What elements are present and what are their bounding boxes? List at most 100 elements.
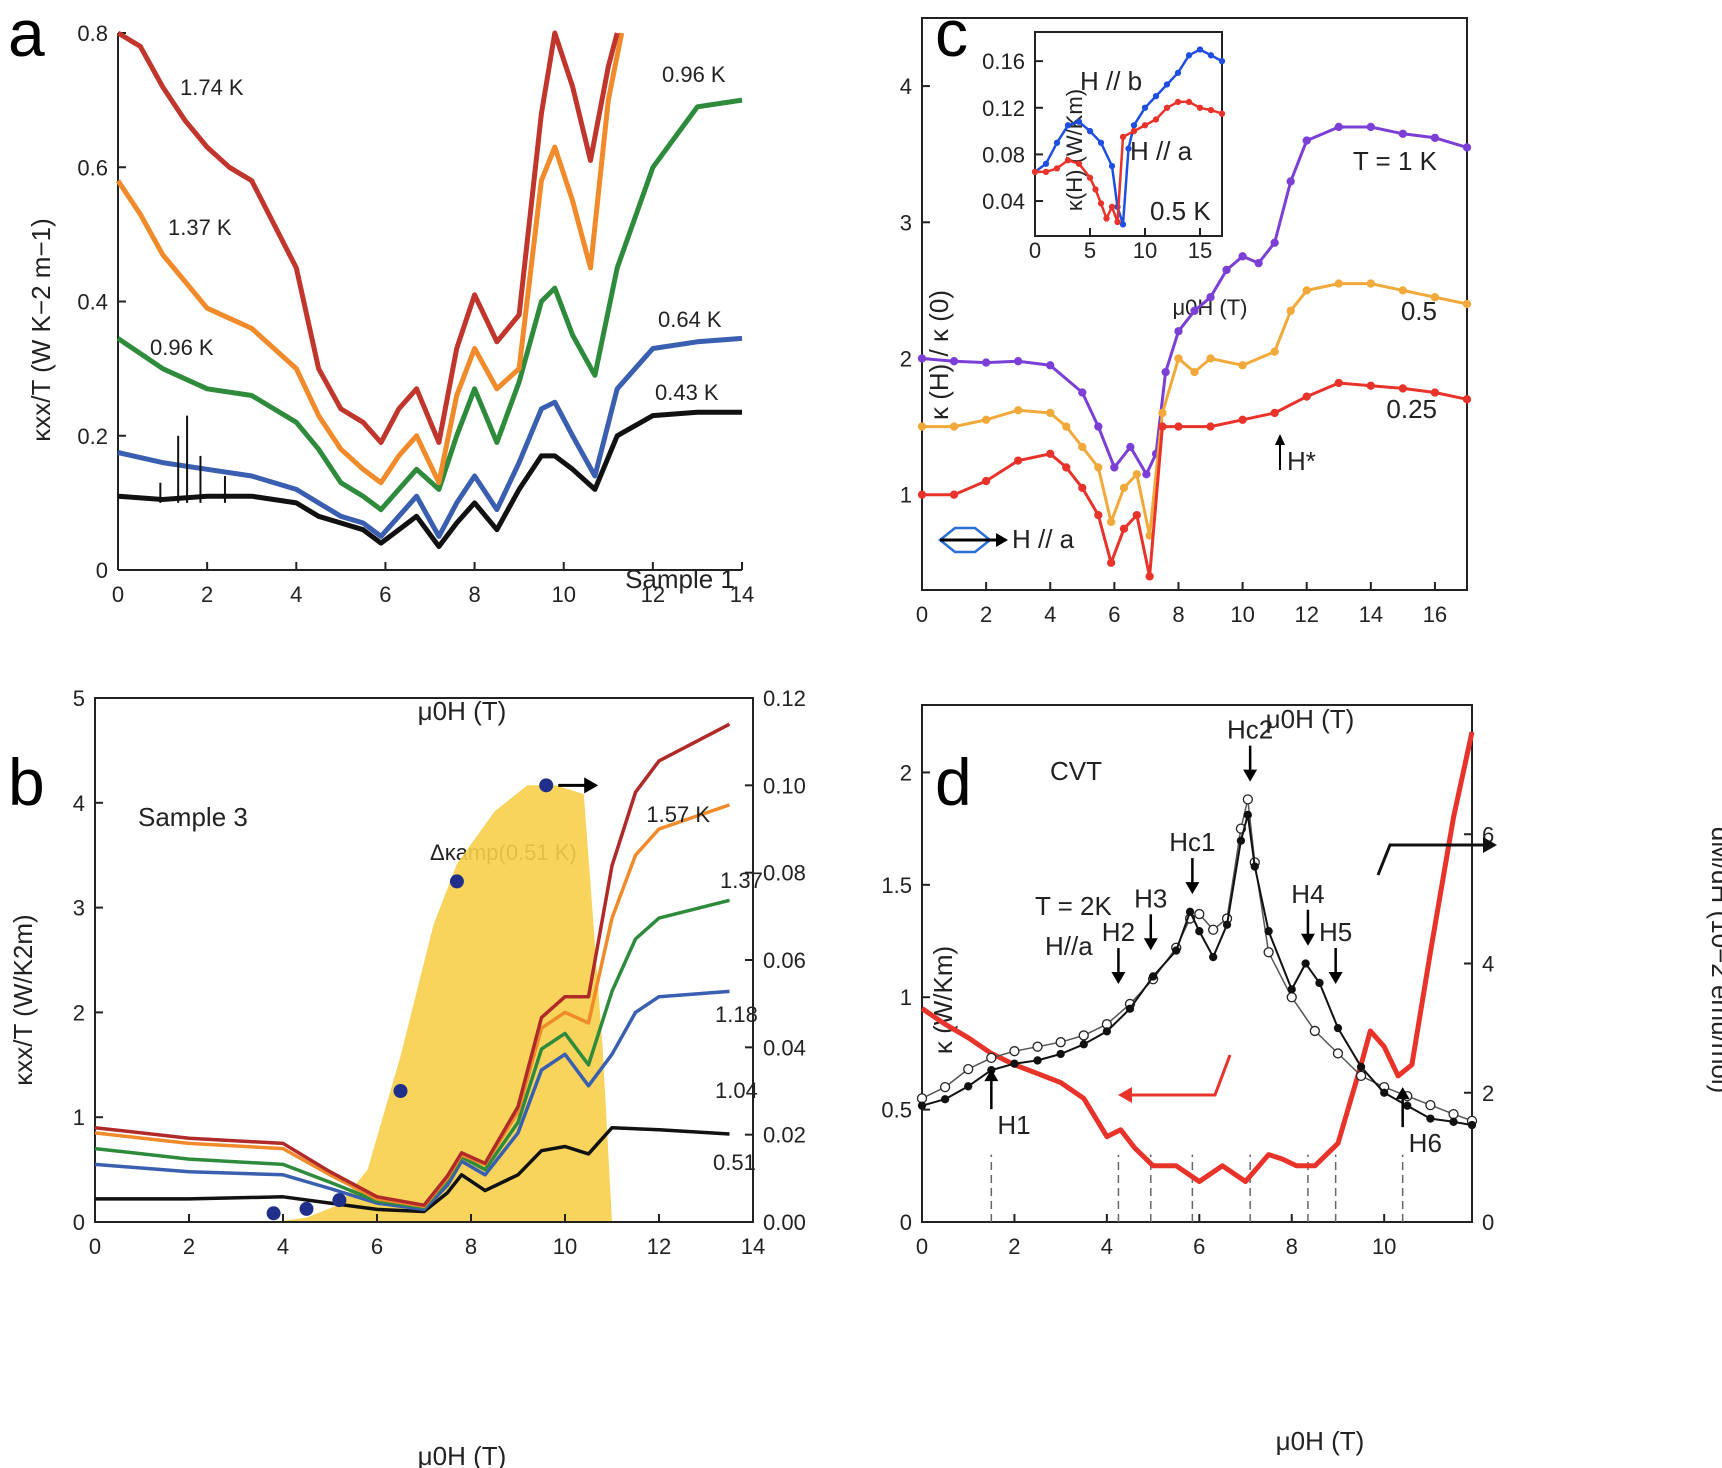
panel-d-filled-point <box>1243 810 1252 820</box>
panel-d-xtick-label: 8 <box>1286 1234 1298 1259</box>
panel-c-label-025: 0.25 <box>1386 394 1437 424</box>
panel-d-ylabel: κ (W/Km) <box>928 946 958 1054</box>
panel-d-filled-point <box>1125 1004 1135 1013</box>
panel-c-inset-ytick-label: 0.04 <box>982 189 1025 214</box>
panel-a-series-174K <box>116 30 620 445</box>
panel-c-point <box>1106 517 1116 527</box>
panel-c-xtick-label: 14 <box>1359 602 1383 627</box>
panel-a-ylabel: κxx/T (W K−2 m−1) <box>26 218 56 441</box>
panel-b-amp-point <box>539 778 554 793</box>
panel-c-inset-temp: 0.5 K <box>1150 196 1211 226</box>
panel-c-point <box>1062 422 1071 431</box>
panel-d-filled-point <box>1356 1062 1366 1072</box>
panel-b-amp-shading <box>273 785 612 1222</box>
panel-c-inset-point <box>1185 52 1193 59</box>
panel-c-inset-point <box>1163 81 1171 88</box>
panel-c-inset-xtick-label: 5 <box>1084 238 1096 263</box>
panel-c-point <box>1302 392 1311 401</box>
panel-c-point <box>917 354 927 363</box>
panel-c-xtick-label: 6 <box>1108 602 1120 627</box>
panel-c-inset-xtick-label: 10 <box>1133 238 1157 263</box>
panel-d-open-point <box>1242 794 1253 805</box>
panel-c-inset-xtick-label: 0 <box>1029 238 1041 263</box>
panel-c-point <box>1206 354 1215 363</box>
panel-c-point <box>949 490 959 499</box>
panel-c-point <box>1366 279 1375 288</box>
panel-d-direction-label: H//a <box>1045 931 1093 961</box>
panel-c-xtick-label: 8 <box>1172 602 1184 627</box>
panel-c-point <box>1254 258 1263 268</box>
panel-c-inset-point <box>1042 160 1050 167</box>
panel-c-point <box>1238 361 1247 370</box>
panel-d-filled-point <box>1195 927 1204 936</box>
panel-a-xtick-label: 10 <box>551 582 575 607</box>
panel-c-point <box>1046 449 1055 458</box>
panel-b-amp-point <box>393 1084 408 1098</box>
panel-label-a: a <box>8 0 45 70</box>
panel-a-xtick-label: 4 <box>290 582 302 607</box>
panel-c-inset-point <box>1125 145 1132 152</box>
panel-c-field-arrowhead <box>996 533 1008 547</box>
panel-d-open-point <box>1286 992 1297 1003</box>
panel-d-ytick-label: 2 <box>900 760 912 785</box>
panel-b-amp-point <box>266 1206 281 1221</box>
panel-c-point <box>1302 136 1311 145</box>
panel-a-ytick-label: 0.8 <box>77 21 108 46</box>
panel-c-point <box>1014 406 1023 415</box>
panel-d-marker-label: H3 <box>1134 883 1167 913</box>
panel-c-xlabel: μ0H (T) <box>1266 704 1355 734</box>
panel-c-point <box>1430 388 1440 397</box>
panel-b-ytick-label: 3 <box>73 896 85 921</box>
panel-c-point <box>949 422 959 431</box>
panel-d-temp-label: T = 2K <box>1035 891 1113 921</box>
panel-d-open-point <box>1448 1108 1459 1120</box>
panel-c-xtick-label: 0 <box>916 602 928 627</box>
panel-d-left-axis-arrowhead <box>1118 1087 1132 1103</box>
panel-d-filled-point <box>1467 1120 1477 1130</box>
panel-c-inset-point <box>1031 168 1039 176</box>
panel-d-filled-point <box>1209 952 1218 962</box>
panel-c-point <box>1078 483 1087 493</box>
panel-c-point <box>1366 122 1375 132</box>
panel-c-point <box>1142 470 1151 479</box>
panel-c-point <box>1462 299 1472 309</box>
panel-b-xtick-label: 6 <box>371 1234 383 1259</box>
panel-c-point <box>981 358 991 367</box>
panel-d-filled-point <box>1010 1059 1019 1068</box>
panel-c-inset-point <box>1075 118 1083 125</box>
panel-d-xtick-label: 0 <box>916 1234 928 1259</box>
panel-a-label-064K: 0.64 K <box>658 307 722 332</box>
panel-d-filled-point <box>1148 972 1158 981</box>
panel-c-inset-frame <box>1034 31 1223 237</box>
panel-c-point <box>1238 415 1247 424</box>
panel-c-point <box>1334 279 1343 288</box>
panel-c-inset-label-b: H // b <box>1080 66 1142 96</box>
panel-d-marker-label: H2 <box>1102 917 1135 947</box>
panel-d-marker-arrowhead <box>1328 971 1343 984</box>
panel-a-axes <box>117 33 742 571</box>
panel-b-y2tick-label: 0.12 <box>763 686 806 711</box>
panel-b-xtick-label: 8 <box>465 1234 477 1259</box>
panel-c-inset-point <box>1108 162 1116 170</box>
panel-b-right-axis-arrowhead <box>584 777 599 794</box>
panel-d-open-point <box>1309 1025 1321 1037</box>
panel-b-xtick-label: 12 <box>647 1234 671 1259</box>
panel-d-marker-label: Hc2 <box>1227 715 1273 745</box>
panel-a-label-137K: 1.37 K <box>168 215 232 240</box>
panel-c-ytick-label: 3 <box>900 210 912 235</box>
panel-c-point <box>1132 510 1141 520</box>
panel-d-right-axis-arrow <box>1376 843 1490 876</box>
panel-c-inset-point <box>1218 57 1226 65</box>
panel-b-amp-point <box>449 874 464 889</box>
panel-c-point <box>1094 463 1103 472</box>
panel-d-y2tick-label: 0 <box>1482 1210 1494 1235</box>
panel-c-point <box>1106 558 1116 567</box>
panel-d-filled-point <box>1079 1040 1088 1049</box>
panel-d-open-point <box>1078 1030 1089 1041</box>
panel-d-xtick-label: 10 <box>1372 1234 1396 1259</box>
panel-d-filled-point <box>917 1101 927 1110</box>
panel-b-xtick-label: 10 <box>553 1234 577 1259</box>
panel-d-filled-point <box>1222 920 1232 929</box>
